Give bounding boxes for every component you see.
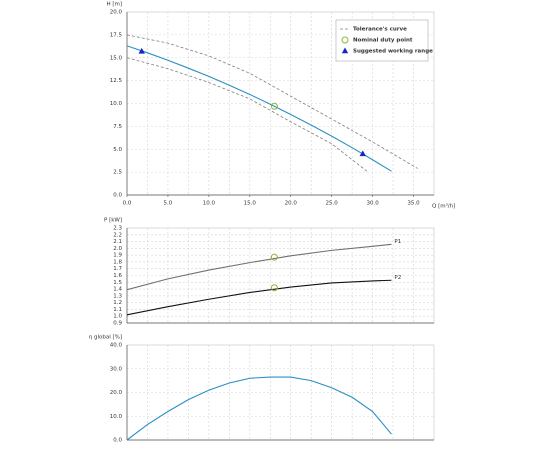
y-tick-label: 1.2 [113, 300, 122, 306]
y-tick-label: 2.3 [113, 226, 122, 232]
y-tick-label: 1.8 [113, 259, 122, 265]
y-axis-label: P [kW] [104, 218, 122, 224]
y-tick-label: 10.0 [110, 414, 123, 420]
y-tick-label: 1.1 [113, 307, 122, 313]
y-tick-label: 0.9 [113, 321, 122, 327]
x-tick-label: 35.0 [407, 201, 420, 207]
series-label: P2 [394, 275, 401, 281]
y-tick-label: 20.0 [110, 10, 123, 16]
x-tick-label: 30.0 [366, 201, 379, 207]
curve [126, 45, 392, 172]
duty-point-marker [270, 253, 278, 261]
series-label: P1 [394, 239, 401, 245]
x-tick-label: 15.0 [244, 201, 257, 207]
y-tick-label: 5.0 [113, 147, 122, 153]
y-tick-label: 2.0 [113, 246, 122, 252]
y-tick-label: 40.0 [110, 343, 123, 349]
duty-point-marker [270, 284, 278, 292]
x-tick-label: 25.0 [326, 201, 339, 207]
x-axis-label: Q [m³/h] [432, 203, 455, 210]
legend-swatch [341, 36, 349, 44]
y-tick-label: 15.0 [110, 55, 123, 61]
y-tick-label: 1.4 [113, 287, 122, 293]
y-tick-label: 17.5 [110, 32, 123, 38]
legend-label: Tolerance's curve [353, 27, 407, 33]
y-tick-label: 1.5 [113, 280, 122, 286]
y-tick-label: 0.0 [113, 193, 122, 199]
y-tick-label: 1.0 [113, 314, 122, 320]
legend-swatch [341, 47, 349, 54]
tolerance-upper [126, 34, 418, 169]
x-tick-label: 20.0 [285, 201, 298, 207]
y-tick-label: 7.5 [113, 124, 122, 130]
y-tick-label: 12.5 [110, 78, 123, 84]
y-tick-label: 1.7 [113, 266, 122, 272]
y-tick-label: 10.0 [110, 101, 123, 107]
y-tick-label: 0.0 [113, 438, 122, 444]
tolerance-lower [126, 57, 368, 172]
x-tick-label: 5.0 [164, 201, 173, 207]
x-tick-label: 0.0 [123, 201, 132, 207]
y-axis-label: H [m] [106, 2, 122, 8]
y-tick-label: 2.2 [113, 232, 122, 238]
y-tick-label: 1.3 [113, 293, 122, 299]
legend-box [335, 19, 429, 62]
x-tick-label: 10.0 [203, 201, 216, 207]
y-tick-label: 1.9 [113, 253, 122, 259]
curve [126, 279, 392, 316]
y-axis-label: η global [%] [89, 335, 122, 341]
y-tick-label: 1.6 [113, 273, 122, 279]
curve [126, 376, 392, 441]
y-tick-label: 2.5 [113, 170, 122, 176]
legend-label: Nominal duty point [353, 38, 413, 44]
legend-label: Suggested working range [353, 49, 433, 55]
y-tick-label: 30.0 [110, 366, 123, 372]
curve [126, 243, 392, 291]
duty-point-marker [270, 102, 278, 110]
y-tick-label: 20.0 [110, 390, 123, 396]
y-tick-label: 2.1 [113, 239, 122, 245]
working-range-marker [138, 47, 145, 54]
working-range-marker [359, 150, 366, 157]
